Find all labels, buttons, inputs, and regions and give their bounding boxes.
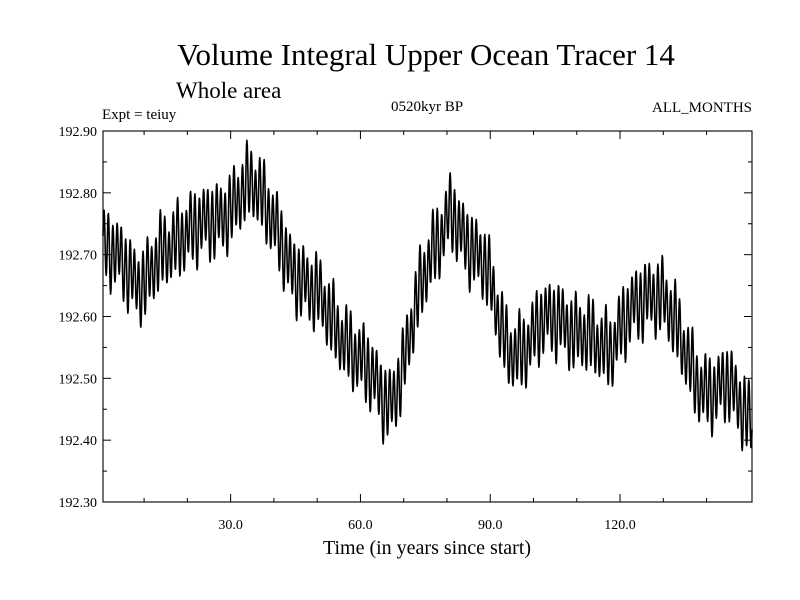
y-tick-label: 192.70: [59, 249, 98, 264]
months-label: ALL_MONTHS: [652, 100, 752, 116]
y-tick-label: 192.30: [59, 496, 98, 511]
chart-title: Volume Integral Upper Ocean Tracer 14: [177, 37, 675, 72]
plot-frame: [102, 130, 753, 503]
chart-series-group: [102, 139, 753, 452]
y-tick-label: 192.80: [59, 187, 98, 202]
y-tick-label: 192.40: [59, 434, 98, 449]
x-tick-label: 90.0: [478, 518, 503, 533]
chart-ticks-and-grid: 192.30 192.40 192.50 192.60 192.70 192.80 192.…: [59, 125, 752, 533]
x-tick-label: 60.0: [348, 518, 373, 533]
chart-subtitle: Whole area: [176, 78, 281, 103]
y-tick-label: 192.90: [59, 125, 98, 140]
x-tick-label: 30.0: [218, 518, 243, 533]
y-tick-label: 192.50: [59, 372, 98, 387]
x-axis-title: Time (in years since start): [323, 537, 531, 559]
x-tick-label: 120.0: [604, 518, 636, 533]
experiment-label: Expt = teiuy: [102, 107, 177, 123]
series-line: [102, 139, 753, 452]
period-label: 0520kyr BP: [391, 99, 463, 115]
y-tick-label: 192.60: [59, 311, 98, 326]
